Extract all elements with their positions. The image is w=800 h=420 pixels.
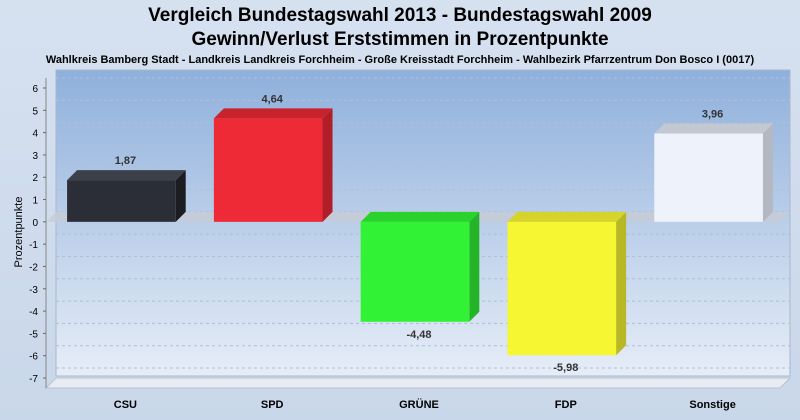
bar-side: [322, 108, 333, 222]
value-label: 1,87: [115, 155, 136, 167]
y-tick-label: -3: [29, 285, 38, 296]
y-tick-label: 0: [32, 218, 38, 229]
y-tick-label: -5: [29, 329, 38, 340]
bar-sonstige: [654, 123, 773, 222]
y-tick-label: -7: [29, 374, 38, 385]
bar-front: [67, 180, 176, 222]
chart-caption: Wahlkreis Bamberg Stadt - Landkreis Land…: [45, 54, 755, 66]
y-axis-label: Prozentpunkte: [13, 197, 25, 268]
bar-csu: [67, 170, 186, 222]
bar-front: [360, 221, 470, 322]
y-tick-label: 1: [32, 196, 38, 207]
y-tick-label: 2: [32, 173, 38, 184]
value-label: -4,48: [406, 329, 431, 341]
y-tick-label: -6: [29, 352, 38, 363]
y-tick-label: -4: [29, 307, 38, 318]
bar-top: [67, 170, 186, 181]
y-tick-label: -1: [29, 240, 38, 251]
bar-side: [762, 123, 773, 222]
chart-subtitle: Gewinn/Verlust Erststimmen in Prozentpun…: [191, 29, 609, 50]
chart-title: Vergleich Bundestagswahl 2013 - Bundesta…: [148, 5, 652, 26]
bar-top: [213, 108, 333, 119]
bar-front: [213, 118, 323, 222]
bar-side: [175, 170, 186, 222]
bar-front: [507, 221, 617, 356]
bar-spd: [213, 108, 333, 222]
bar-side: [616, 211, 627, 356]
y-tick-label: 6: [32, 84, 38, 95]
bar-top: [360, 211, 480, 222]
bar-fdp: [507, 211, 627, 356]
x-tick-label: Sonstige: [689, 399, 735, 411]
x-tick-label: GRÜNE: [399, 398, 439, 411]
plot-floor: [44, 377, 792, 389]
bar-top: [507, 211, 627, 222]
value-label: 3,96: [702, 109, 723, 121]
bar-front: [654, 133, 763, 222]
bar-side: [469, 211, 480, 322]
y-tick-label: 4: [32, 129, 38, 140]
x-tick-label: SPD: [261, 399, 284, 411]
value-label: -5,98: [553, 362, 578, 374]
bar-top: [654, 123, 773, 134]
y-tick-label: 5: [32, 106, 38, 117]
bar-grüne: [360, 211, 480, 322]
y-tick-label: 3: [32, 151, 38, 162]
value-label: 4,64: [261, 93, 283, 105]
x-tick-label: FDP: [555, 399, 577, 411]
y-tick-label: -2: [29, 262, 38, 273]
x-tick-label: CSU: [114, 399, 137, 411]
